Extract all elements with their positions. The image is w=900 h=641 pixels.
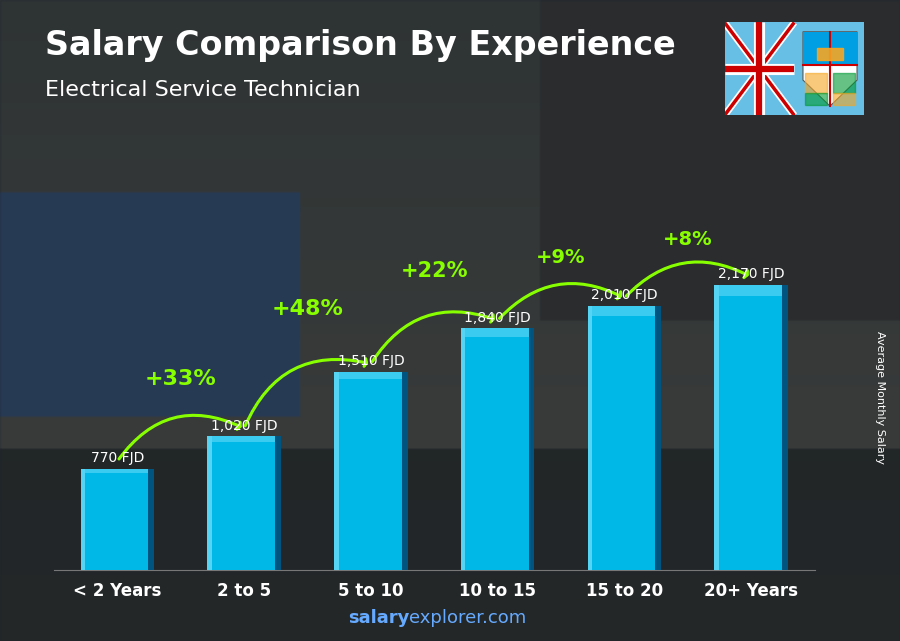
Bar (81, 469, 85, 570)
Text: 1,840 FJD: 1,840 FJD (464, 311, 531, 324)
Bar (461, 328, 465, 570)
Bar (782, 285, 788, 570)
Bar (832, 72, 855, 93)
Bar (588, 306, 592, 570)
Bar (148, 469, 154, 570)
Text: +48%: +48% (272, 299, 344, 319)
Bar (528, 328, 535, 570)
Text: Average Monthly Salary: Average Monthly Salary (875, 331, 886, 464)
FancyBboxPatch shape (207, 437, 275, 570)
Bar (207, 437, 275, 442)
Bar (334, 372, 401, 379)
Bar (401, 372, 408, 570)
Text: +33%: +33% (145, 369, 217, 389)
Text: 2,010 FJD: 2,010 FJD (591, 288, 658, 302)
Polygon shape (803, 31, 857, 65)
Text: Electrical Service Technician: Electrical Service Technician (45, 80, 361, 100)
Polygon shape (803, 31, 857, 106)
FancyBboxPatch shape (588, 306, 655, 570)
Bar (805, 94, 827, 105)
Text: salary: salary (348, 609, 410, 627)
Bar (805, 72, 827, 93)
Bar (588, 306, 655, 316)
Bar (207, 437, 211, 570)
Bar (715, 285, 782, 296)
Bar (817, 48, 843, 60)
Bar (655, 306, 661, 570)
Text: +22%: +22% (400, 261, 468, 281)
Bar (81, 469, 148, 473)
Bar (275, 437, 281, 570)
Text: 770 FJD: 770 FJD (91, 451, 144, 465)
Text: 1,510 FJD: 1,510 FJD (338, 354, 404, 368)
Text: +8%: +8% (663, 229, 713, 249)
FancyBboxPatch shape (334, 372, 401, 570)
Bar (832, 94, 855, 105)
Text: +9%: +9% (536, 248, 586, 267)
Text: Salary Comparison By Experience: Salary Comparison By Experience (45, 29, 676, 62)
FancyBboxPatch shape (715, 285, 782, 570)
FancyBboxPatch shape (461, 328, 528, 570)
FancyBboxPatch shape (81, 469, 148, 570)
Text: explorer.com: explorer.com (410, 609, 526, 627)
Bar (715, 285, 719, 570)
Text: 2,170 FJD: 2,170 FJD (718, 267, 785, 281)
Bar (334, 372, 338, 570)
Text: 1,020 FJD: 1,020 FJD (211, 419, 277, 433)
Bar (461, 328, 528, 337)
